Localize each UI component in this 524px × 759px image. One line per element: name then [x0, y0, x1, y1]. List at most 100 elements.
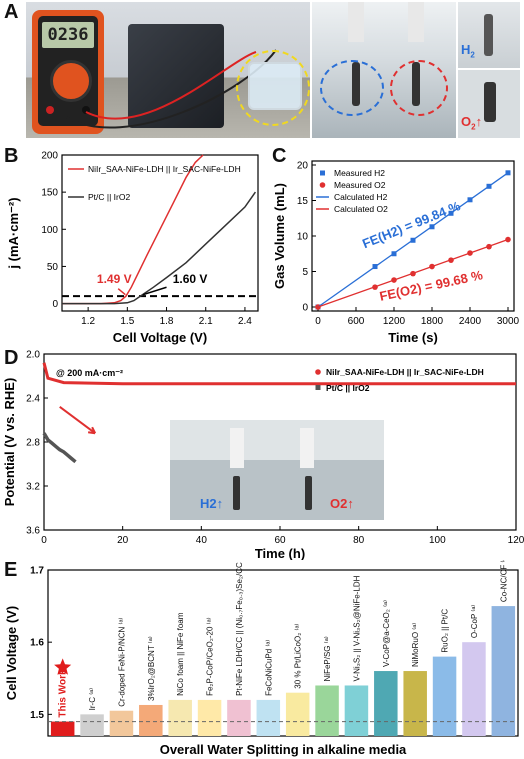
legend-label-3: Calculated H2: [334, 192, 388, 202]
bar-label-14: RuO₂ || Pt/C: [441, 609, 450, 653]
y-axis-title: j (mA·cm⁻²): [6, 197, 21, 269]
chart-b: 1.2 1.5 1.8 2.1 2.4 0 50 100 150 200 Cell Voltage …: [6, 151, 259, 345]
bar-label-11: V-Ni₃S₂ || V-Ni₃S₂@NiFe-LDH: [352, 575, 361, 681]
photo-electrodes: [312, 2, 456, 138]
chart-c: 0 600 1200 1800 2400 3000 0 5 10 15 20 Time (s) Gas …: [272, 160, 520, 345]
y-tick-label: 0: [52, 299, 58, 310]
y-axis-title: Cell Voltage (V): [4, 606, 19, 700]
bar-label-16: Co-NC/CF ⁽ᵃ⁾: [499, 560, 508, 602]
bar-label-10: NiFeP/SG ⁽ᵃ⁾: [323, 636, 332, 681]
fit-line-3: [317, 172, 509, 308]
legend-swatch-2: [319, 182, 326, 188]
bar-9: [285, 692, 310, 736]
x-tick-label: 0: [41, 535, 47, 546]
y-tick-label: 2.8: [26, 438, 40, 449]
bar-label-7: Pt-NiFe LDH/CC || (Ni₀.₇Fe₀.₃)Se₂/CC: [235, 562, 244, 696]
panel-label-e: E: [4, 559, 18, 581]
data-point: [505, 170, 511, 176]
series-line-2: [62, 191, 257, 305]
x-tick-label: 2.1: [199, 316, 213, 327]
arrow-to-inset: [59, 405, 96, 435]
y-tick-label: 20: [297, 161, 309, 172]
panel-label-d: D: [4, 347, 19, 369]
y-tick-label: 5: [302, 267, 308, 278]
y-tick-label: 1.7: [30, 566, 44, 577]
y-tick-label: 3.6: [26, 526, 40, 537]
bar-3: [109, 710, 134, 736]
legend-label-1: NiIr_SAA-NiFe-LDH || Ir_SAC-NiFe-LDH: [88, 164, 241, 174]
x-tick-label: 1.8: [160, 316, 174, 327]
x-tick-label: 2400: [459, 316, 482, 327]
x-tick-label: 40: [196, 535, 208, 546]
inset-electrode-holder-1: [230, 428, 244, 468]
inset-label-o2: O2↑: [330, 496, 354, 511]
bar-label-3: Cr-doped FeNi-P/NCN ⁽ᵃ⁾: [117, 618, 126, 707]
arrow-head: [87, 426, 97, 435]
y-tick-label: 15: [297, 196, 309, 207]
inset-photo-top: [170, 420, 384, 460]
highlight-circle-yellow: [236, 50, 310, 126]
plot-frame: [61, 154, 259, 312]
chart-d: 0 20 40 60 80 100 120 2.0 2.4 2.8 3.2 3.6 Time (h) Po…: [2, 350, 524, 561]
bar-label-9: 30 % Pt/LiCoO₂ ⁽ᵃ⁾: [294, 624, 303, 689]
bar-14: [432, 656, 457, 736]
x-tick-label: 20: [117, 535, 129, 546]
condition-label: @ 200 mA·cm⁻²: [56, 368, 123, 378]
inset-electrode-holder-2: [300, 428, 314, 468]
bar-label-4: 3%IrO₂@BCNT ⁽ᵃ⁾: [147, 636, 156, 701]
inset-electrode-2: [305, 476, 312, 510]
legend-label-2: Pt/C || IrO2: [88, 192, 130, 202]
photo-gas-bubbles: H2 O2↑: [458, 2, 520, 138]
y-axis-title: Potential (V vs. RHE): [2, 378, 17, 507]
panel-label-a: A: [4, 1, 19, 23]
y-tick-label: 200: [41, 151, 58, 162]
x-axis-title: Time (h): [255, 546, 305, 560]
bar-1: [50, 721, 75, 736]
x-axis-title: Cell Voltage (V): [113, 330, 207, 345]
annotation-2: 1.60 V: [173, 272, 208, 286]
series-line-2: [42, 432, 77, 464]
bar-label-2: Ir-C ⁽ᵃ⁾: [88, 688, 97, 710]
legend-label-2: Pt/C || IrO2: [326, 383, 370, 393]
bar-label-12: V-CoP@a-CeO₂ ⁽ᵃ⁾: [382, 600, 391, 667]
legend-label-2: Measured O2: [334, 180, 386, 190]
annotation-2: FE(O2) = 99.68 %: [378, 267, 484, 304]
fit-line-4: [317, 238, 509, 308]
legend-label-4: Calculated O2: [334, 204, 388, 214]
bar-8: [256, 699, 281, 736]
y-tick-label: 3.2: [26, 482, 40, 493]
x-tick-label: 1.2: [81, 316, 95, 327]
bar-16: [491, 606, 516, 736]
bar-11: [344, 685, 369, 736]
bar-label-8: FeCoNiCuPd ⁽ᵃ⁾: [264, 640, 273, 696]
annotation-arrow-1: [117, 288, 126, 296]
panel-label-c: C: [272, 145, 287, 167]
x-tick-label: 120: [508, 535, 524, 546]
x-tick-label: 1800: [421, 316, 444, 327]
x-tick-label: 60: [274, 535, 286, 546]
x-tick-label: 3000: [497, 316, 520, 327]
label-o2: O2↑: [461, 114, 483, 132]
x-tick-label: 600: [348, 316, 365, 327]
x-tick-label: 1200: [383, 316, 406, 327]
chart-e: 1.5 1.6 1.7 Overall Water Splitting in alka…: [4, 560, 519, 757]
x-axis-title: Overall Water Splitting in alkaline medi…: [160, 742, 407, 757]
series-line-1: [42, 362, 516, 386]
bar-label-6: Fe₂P-CoP/CeO₂-20 ⁽ᵃ⁾: [206, 617, 215, 696]
x-tick-label: 0: [315, 316, 321, 327]
y-tick-label: 50: [47, 262, 59, 273]
label-h2: H2: [461, 42, 475, 60]
multimeter-display: 0236: [42, 22, 94, 48]
bar-label-5: NiCo foam || NiFe foam: [176, 612, 185, 696]
annotation-arrow-2: [142, 286, 167, 296]
multimeter: 0236: [32, 10, 104, 134]
y-tick-label: 10: [297, 232, 309, 243]
y-tick-label: 150: [41, 188, 58, 199]
inset-label-h2: H2↑: [200, 496, 223, 511]
bar-7: [227, 699, 251, 736]
legend-swatch-2: [315, 385, 321, 390]
x-tick-label: 100: [429, 535, 446, 546]
bar-12: [374, 671, 398, 736]
y-tick-label: 2.4: [26, 394, 40, 405]
highlight-circle-red: [390, 60, 448, 116]
